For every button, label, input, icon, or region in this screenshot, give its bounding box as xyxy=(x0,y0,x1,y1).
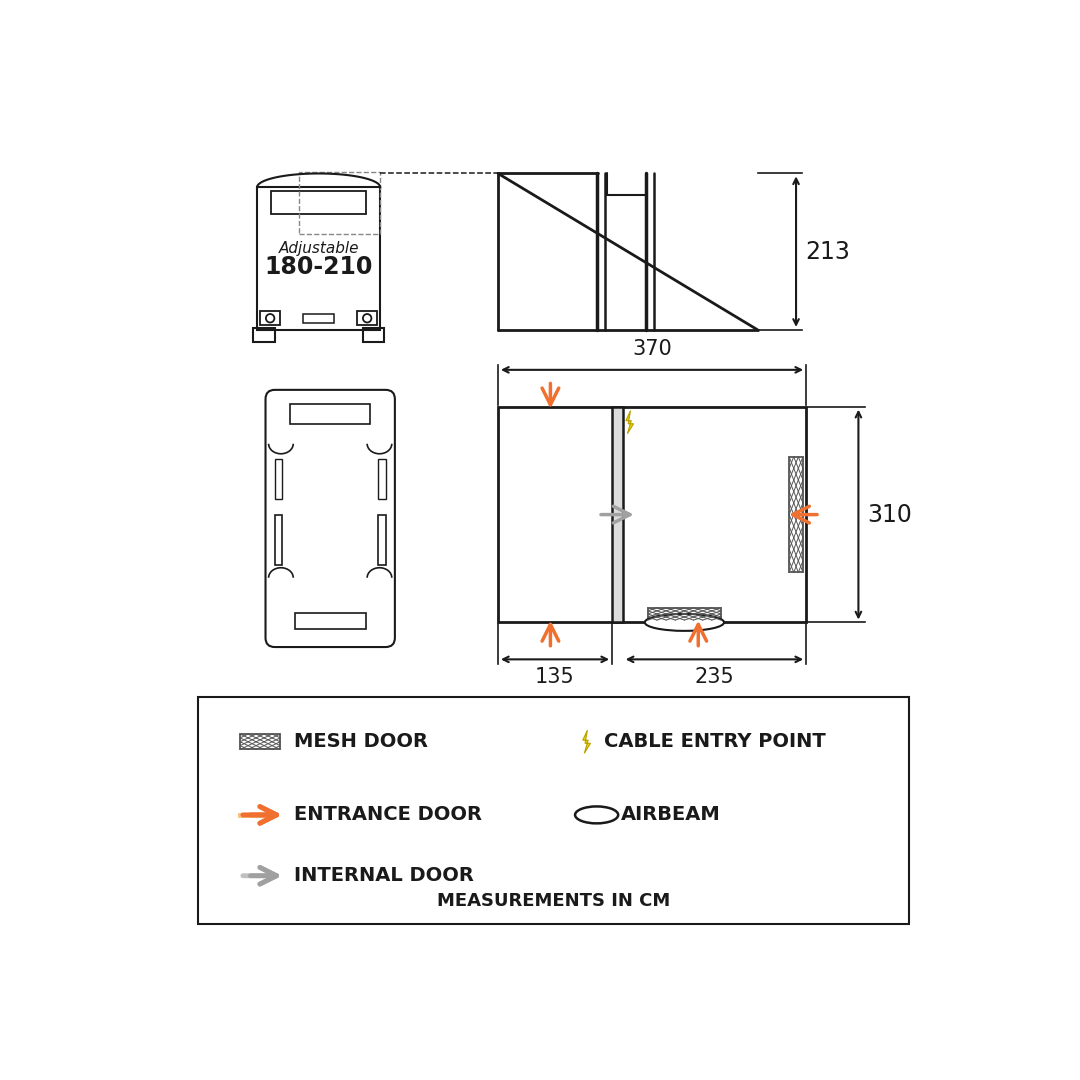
Bar xyxy=(299,172,380,233)
Bar xyxy=(789,457,802,572)
Bar xyxy=(378,514,386,565)
Text: 213: 213 xyxy=(806,240,850,264)
Bar xyxy=(271,191,366,214)
Bar xyxy=(274,459,283,499)
Bar xyxy=(240,734,280,750)
Polygon shape xyxy=(583,730,591,754)
Text: AIRBEAM: AIRBEAM xyxy=(621,806,721,824)
Bar xyxy=(357,311,377,325)
Text: 370: 370 xyxy=(632,339,672,359)
Polygon shape xyxy=(626,410,634,434)
Text: INTERNAL DOOR: INTERNAL DOOR xyxy=(294,866,474,886)
Bar xyxy=(291,404,370,423)
Text: MESH DOOR: MESH DOOR xyxy=(294,732,428,752)
Bar xyxy=(612,407,623,622)
Bar xyxy=(257,187,380,329)
Text: 135: 135 xyxy=(536,667,575,687)
Bar xyxy=(303,313,334,323)
Bar xyxy=(498,407,806,622)
Bar xyxy=(260,311,280,325)
Text: Adjustable: Adjustable xyxy=(279,242,359,256)
Bar xyxy=(363,328,384,342)
Ellipse shape xyxy=(575,807,618,823)
FancyBboxPatch shape xyxy=(266,390,395,647)
Text: ENTRANCE DOOR: ENTRANCE DOOR xyxy=(294,806,482,824)
Text: 310: 310 xyxy=(867,502,913,527)
Ellipse shape xyxy=(645,613,724,631)
Bar xyxy=(648,608,721,620)
Bar xyxy=(295,613,366,629)
Bar xyxy=(198,697,909,924)
Text: 235: 235 xyxy=(694,667,734,687)
Bar xyxy=(253,328,274,342)
Text: CABLE ENTRY POINT: CABLE ENTRY POINT xyxy=(605,732,826,752)
Bar xyxy=(274,514,283,565)
Text: 180-210: 180-210 xyxy=(265,255,373,279)
Text: MEASUREMENTS IN CM: MEASUREMENTS IN CM xyxy=(437,892,670,910)
Bar xyxy=(378,459,386,499)
